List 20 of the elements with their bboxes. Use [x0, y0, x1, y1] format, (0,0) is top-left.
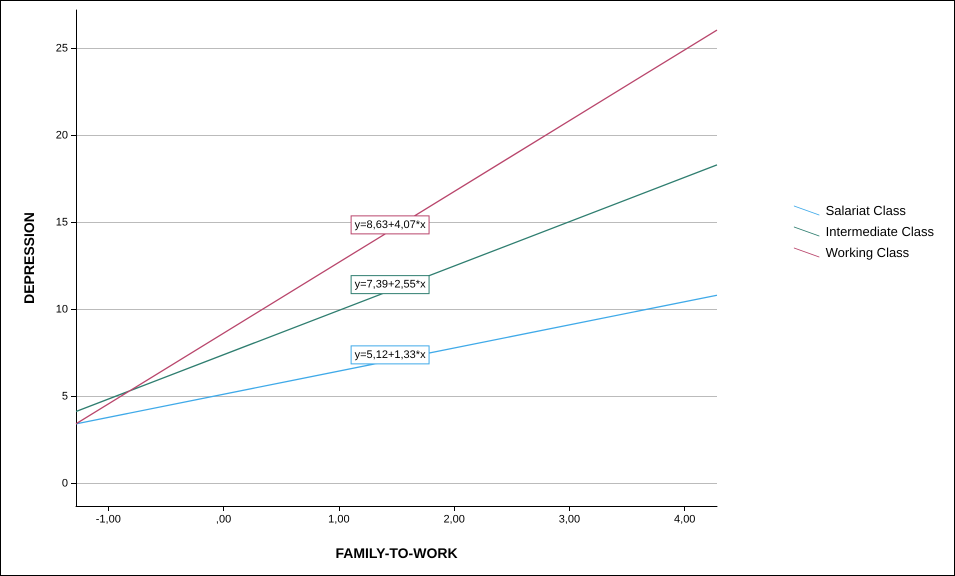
y-tick-label: 25	[56, 42, 68, 54]
annotation: y=8,63+4,07*x	[354, 218, 426, 231]
y-tick-label: 0	[62, 477, 68, 490]
x-tick-label: 1,00	[328, 514, 350, 526]
annotation: y=5,12+1,33*x	[354, 348, 426, 361]
y-axis-title: DEPRESSION	[21, 212, 37, 304]
x-axis-title: FAMILY-TO-WORK	[335, 545, 458, 561]
y-tick-label: 10	[56, 303, 68, 316]
x-tick-label: -1,00	[96, 514, 121, 526]
x-tick-label: 4,00	[674, 514, 696, 526]
legend-label: Intermediate Class	[826, 224, 934, 239]
annotation: y=7,39+2,55*x	[354, 278, 426, 291]
y-tick-label: 5	[62, 390, 68, 402]
y-tick-label: 15	[56, 216, 68, 228]
y-tick-label: 20	[56, 129, 68, 142]
legend-label: Working Class	[826, 245, 910, 260]
x-tick-label: ,00	[216, 514, 232, 526]
x-tick-label: 3,00	[558, 514, 580, 526]
x-tick-label: 2,00	[443, 514, 465, 526]
legend-label: Salariat Class	[826, 203, 906, 218]
